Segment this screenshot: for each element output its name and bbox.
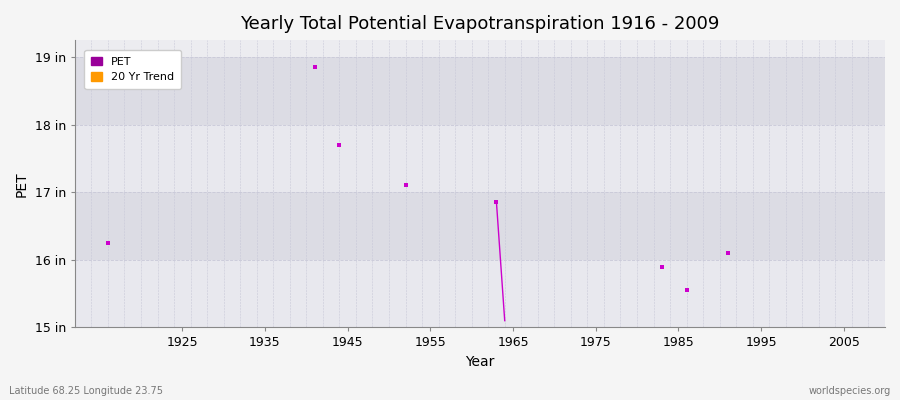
- Legend: PET, 20 Yr Trend: PET, 20 Yr Trend: [85, 50, 181, 89]
- Point: [490, 199, 504, 206]
- Point: [308, 64, 322, 70]
- Text: worldspecies.org: worldspecies.org: [809, 386, 891, 396]
- Point: [680, 287, 694, 294]
- Point: [101, 240, 115, 246]
- Bar: [75, 125, 885, 192]
- Title: Yearly Total Potential Evapotranspiration 1916 - 2009: Yearly Total Potential Evapotranspiratio…: [240, 15, 720, 33]
- Bar: [75, 57, 885, 125]
- Point: [332, 142, 347, 148]
- Point: [654, 263, 669, 270]
- Bar: [75, 192, 885, 260]
- Y-axis label: PET: PET: [15, 171, 29, 196]
- Text: Latitude 68.25 Longitude 23.75: Latitude 68.25 Longitude 23.75: [9, 386, 163, 396]
- X-axis label: Year: Year: [465, 355, 495, 369]
- Point: [721, 250, 735, 256]
- Bar: [75, 260, 885, 328]
- Point: [399, 182, 413, 189]
